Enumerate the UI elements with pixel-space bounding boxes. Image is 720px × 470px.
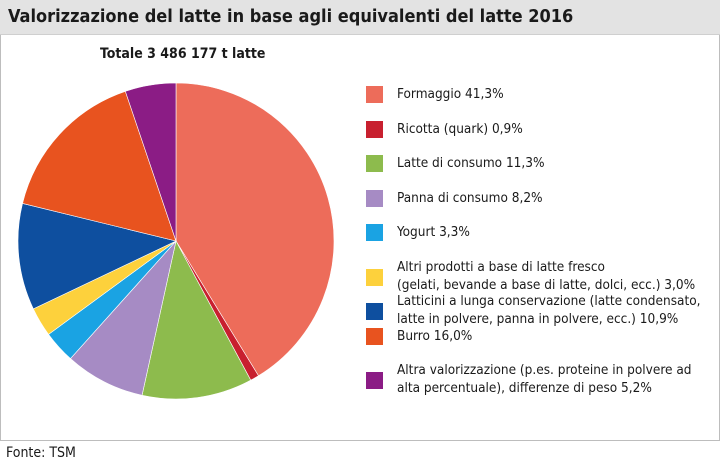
legend-label: Altri prodotti a base di latte fresco (g… <box>397 258 696 293</box>
legend-swatch <box>366 224 383 241</box>
legend-swatch <box>366 189 383 207</box>
legend-label: Latte di consumo 11,3% <box>397 155 545 171</box>
legend-label: Latticini a lunga conservazione (latte c… <box>397 293 701 327</box>
legend-label: Panna di consumo 8,2% <box>397 189 543 206</box>
chart-subtitle: Totale 3 486 177 t latte <box>100 46 266 62</box>
legend-swatch <box>366 86 383 103</box>
pie-slice-1 <box>175 82 335 377</box>
pie-slice-7 <box>17 203 177 310</box>
legend-label: Burro 16,0% <box>397 327 473 344</box>
chart-title: Valorizzazione del latte in base agli eq… <box>8 6 574 27</box>
legend-swatch <box>366 372 383 389</box>
legend-swatch <box>366 303 383 320</box>
legend-swatch <box>366 268 383 286</box>
legend-label: Altra valorizzazione (p.es. proteine in … <box>397 362 692 396</box>
pie-slice-8 <box>22 90 177 242</box>
legend-label: Ricotta (quark) 0,9% <box>397 120 523 137</box>
legend-swatch <box>366 155 383 172</box>
pie-slice-3 <box>141 240 252 400</box>
title-bar: Valorizzazione del latte in base agli eq… <box>0 0 720 35</box>
legend-swatch <box>366 120 383 138</box>
legend-swatch <box>366 327 383 345</box>
legend-label: Formaggio 41,3% <box>397 86 504 102</box>
source-note: Fonte: TSM <box>6 445 76 461</box>
pie-slice-9 <box>124 82 177 242</box>
legend-label: Yogurt 3,3% <box>397 224 470 240</box>
